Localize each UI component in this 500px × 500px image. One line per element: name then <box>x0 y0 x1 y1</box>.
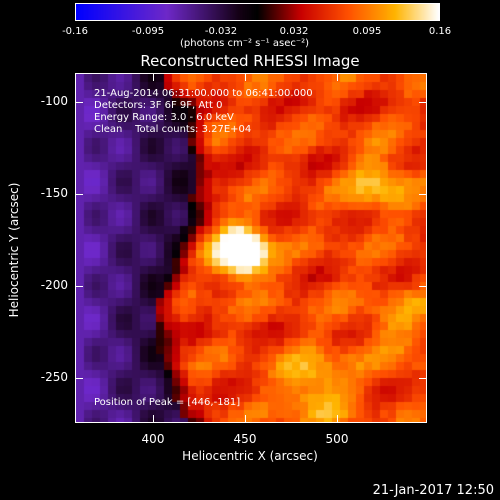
info-energy-range: Energy Range: 3.0 - 6.0 keV <box>94 112 234 123</box>
axis-tick-mark <box>75 286 83 287</box>
info-peak-position: Position of Peak = [446,-181] <box>94 397 241 408</box>
axis-tick-mark <box>419 378 427 379</box>
x-tick-label: 400 <box>141 432 165 446</box>
axis-tick-mark <box>75 102 83 103</box>
y-tick-label: -100 <box>40 94 68 108</box>
colorbar <box>75 3 440 21</box>
colorbar-tick-label: 0.095 <box>352 26 382 37</box>
axis-tick-mark <box>153 73 154 81</box>
info-detectors: Detectors: 3F 6F 9F, Att 0 <box>94 100 223 111</box>
y-tick-label: -200 <box>40 278 68 292</box>
colorbar-tick-label: -0.032 <box>204 26 238 37</box>
axis-tick-mark <box>337 415 338 423</box>
colorbar-tick-label: 0.16 <box>428 26 452 37</box>
info-clean-counts: Clean Total counts: 3.27E+04 <box>94 124 252 135</box>
axis-tick-mark <box>419 102 427 103</box>
x-tick-label: 500 <box>325 432 349 446</box>
axis-tick-mark <box>245 415 246 423</box>
colorbar-tick-label: -0.095 <box>131 26 165 37</box>
axis-tick-mark <box>245 73 246 81</box>
y-axis-label: Heliocentric Y (arcsec) <box>7 182 21 318</box>
image-title: Reconstructed RHESSI Image <box>140 52 360 70</box>
axis-tick-mark <box>337 73 338 81</box>
info-time-range: 21-Aug-2014 06:31:00.000 to 06:41:00.000 <box>94 88 313 99</box>
axis-tick-mark <box>75 194 83 195</box>
x-axis-label: Heliocentric X (arcsec) <box>182 449 318 463</box>
rhessi-image-map <box>76 74 426 422</box>
axis-tick-mark <box>419 286 427 287</box>
colorbar-units: (photons cm⁻² s⁻¹ asec⁻²) <box>180 38 310 49</box>
axis-tick-mark <box>153 415 154 423</box>
x-tick-label: 450 <box>233 432 257 446</box>
colorbar-tick-label: -0.16 <box>62 26 88 37</box>
y-tick-label: -250 <box>40 370 68 384</box>
axis-tick-mark <box>419 194 427 195</box>
colorbar-tick-label: 0.032 <box>279 26 309 37</box>
plot-frame <box>75 73 427 423</box>
y-tick-label: -150 <box>40 186 68 200</box>
timestamp: 21-Jan-2017 12:50 <box>372 483 494 498</box>
axis-tick-mark <box>75 378 83 379</box>
